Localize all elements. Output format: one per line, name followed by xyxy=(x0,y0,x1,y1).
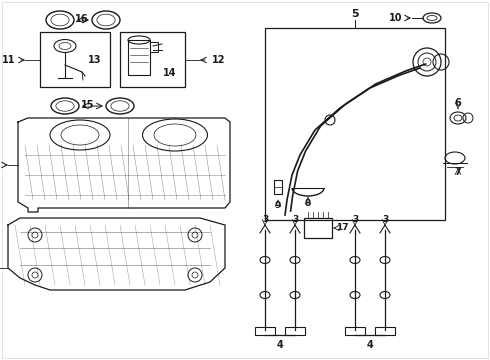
Bar xyxy=(265,28,445,220)
Bar xyxy=(274,180,282,194)
Bar xyxy=(285,327,305,335)
Bar xyxy=(345,327,365,335)
Text: 3: 3 xyxy=(382,216,388,225)
Text: 3: 3 xyxy=(262,216,268,225)
Text: 4: 4 xyxy=(367,340,373,350)
Text: 8: 8 xyxy=(305,198,311,207)
Bar xyxy=(40,32,110,87)
Bar xyxy=(120,32,185,87)
Text: 7: 7 xyxy=(455,167,462,177)
Bar xyxy=(255,327,275,335)
Text: 9: 9 xyxy=(275,201,281,210)
Bar xyxy=(128,40,150,75)
Text: 11: 11 xyxy=(1,55,15,65)
Text: 3: 3 xyxy=(352,216,358,225)
Text: 6: 6 xyxy=(455,98,462,108)
Text: 3: 3 xyxy=(292,216,298,225)
Text: 17: 17 xyxy=(336,224,348,233)
Text: 5: 5 xyxy=(351,9,359,19)
Text: 4: 4 xyxy=(277,340,283,350)
Text: 14: 14 xyxy=(163,68,177,78)
Text: 10: 10 xyxy=(389,13,402,23)
Text: 16: 16 xyxy=(75,14,89,24)
Bar xyxy=(375,327,395,335)
Text: 13: 13 xyxy=(88,55,102,65)
Bar xyxy=(304,218,332,238)
Text: 12: 12 xyxy=(212,55,225,65)
Text: 15: 15 xyxy=(81,100,95,110)
